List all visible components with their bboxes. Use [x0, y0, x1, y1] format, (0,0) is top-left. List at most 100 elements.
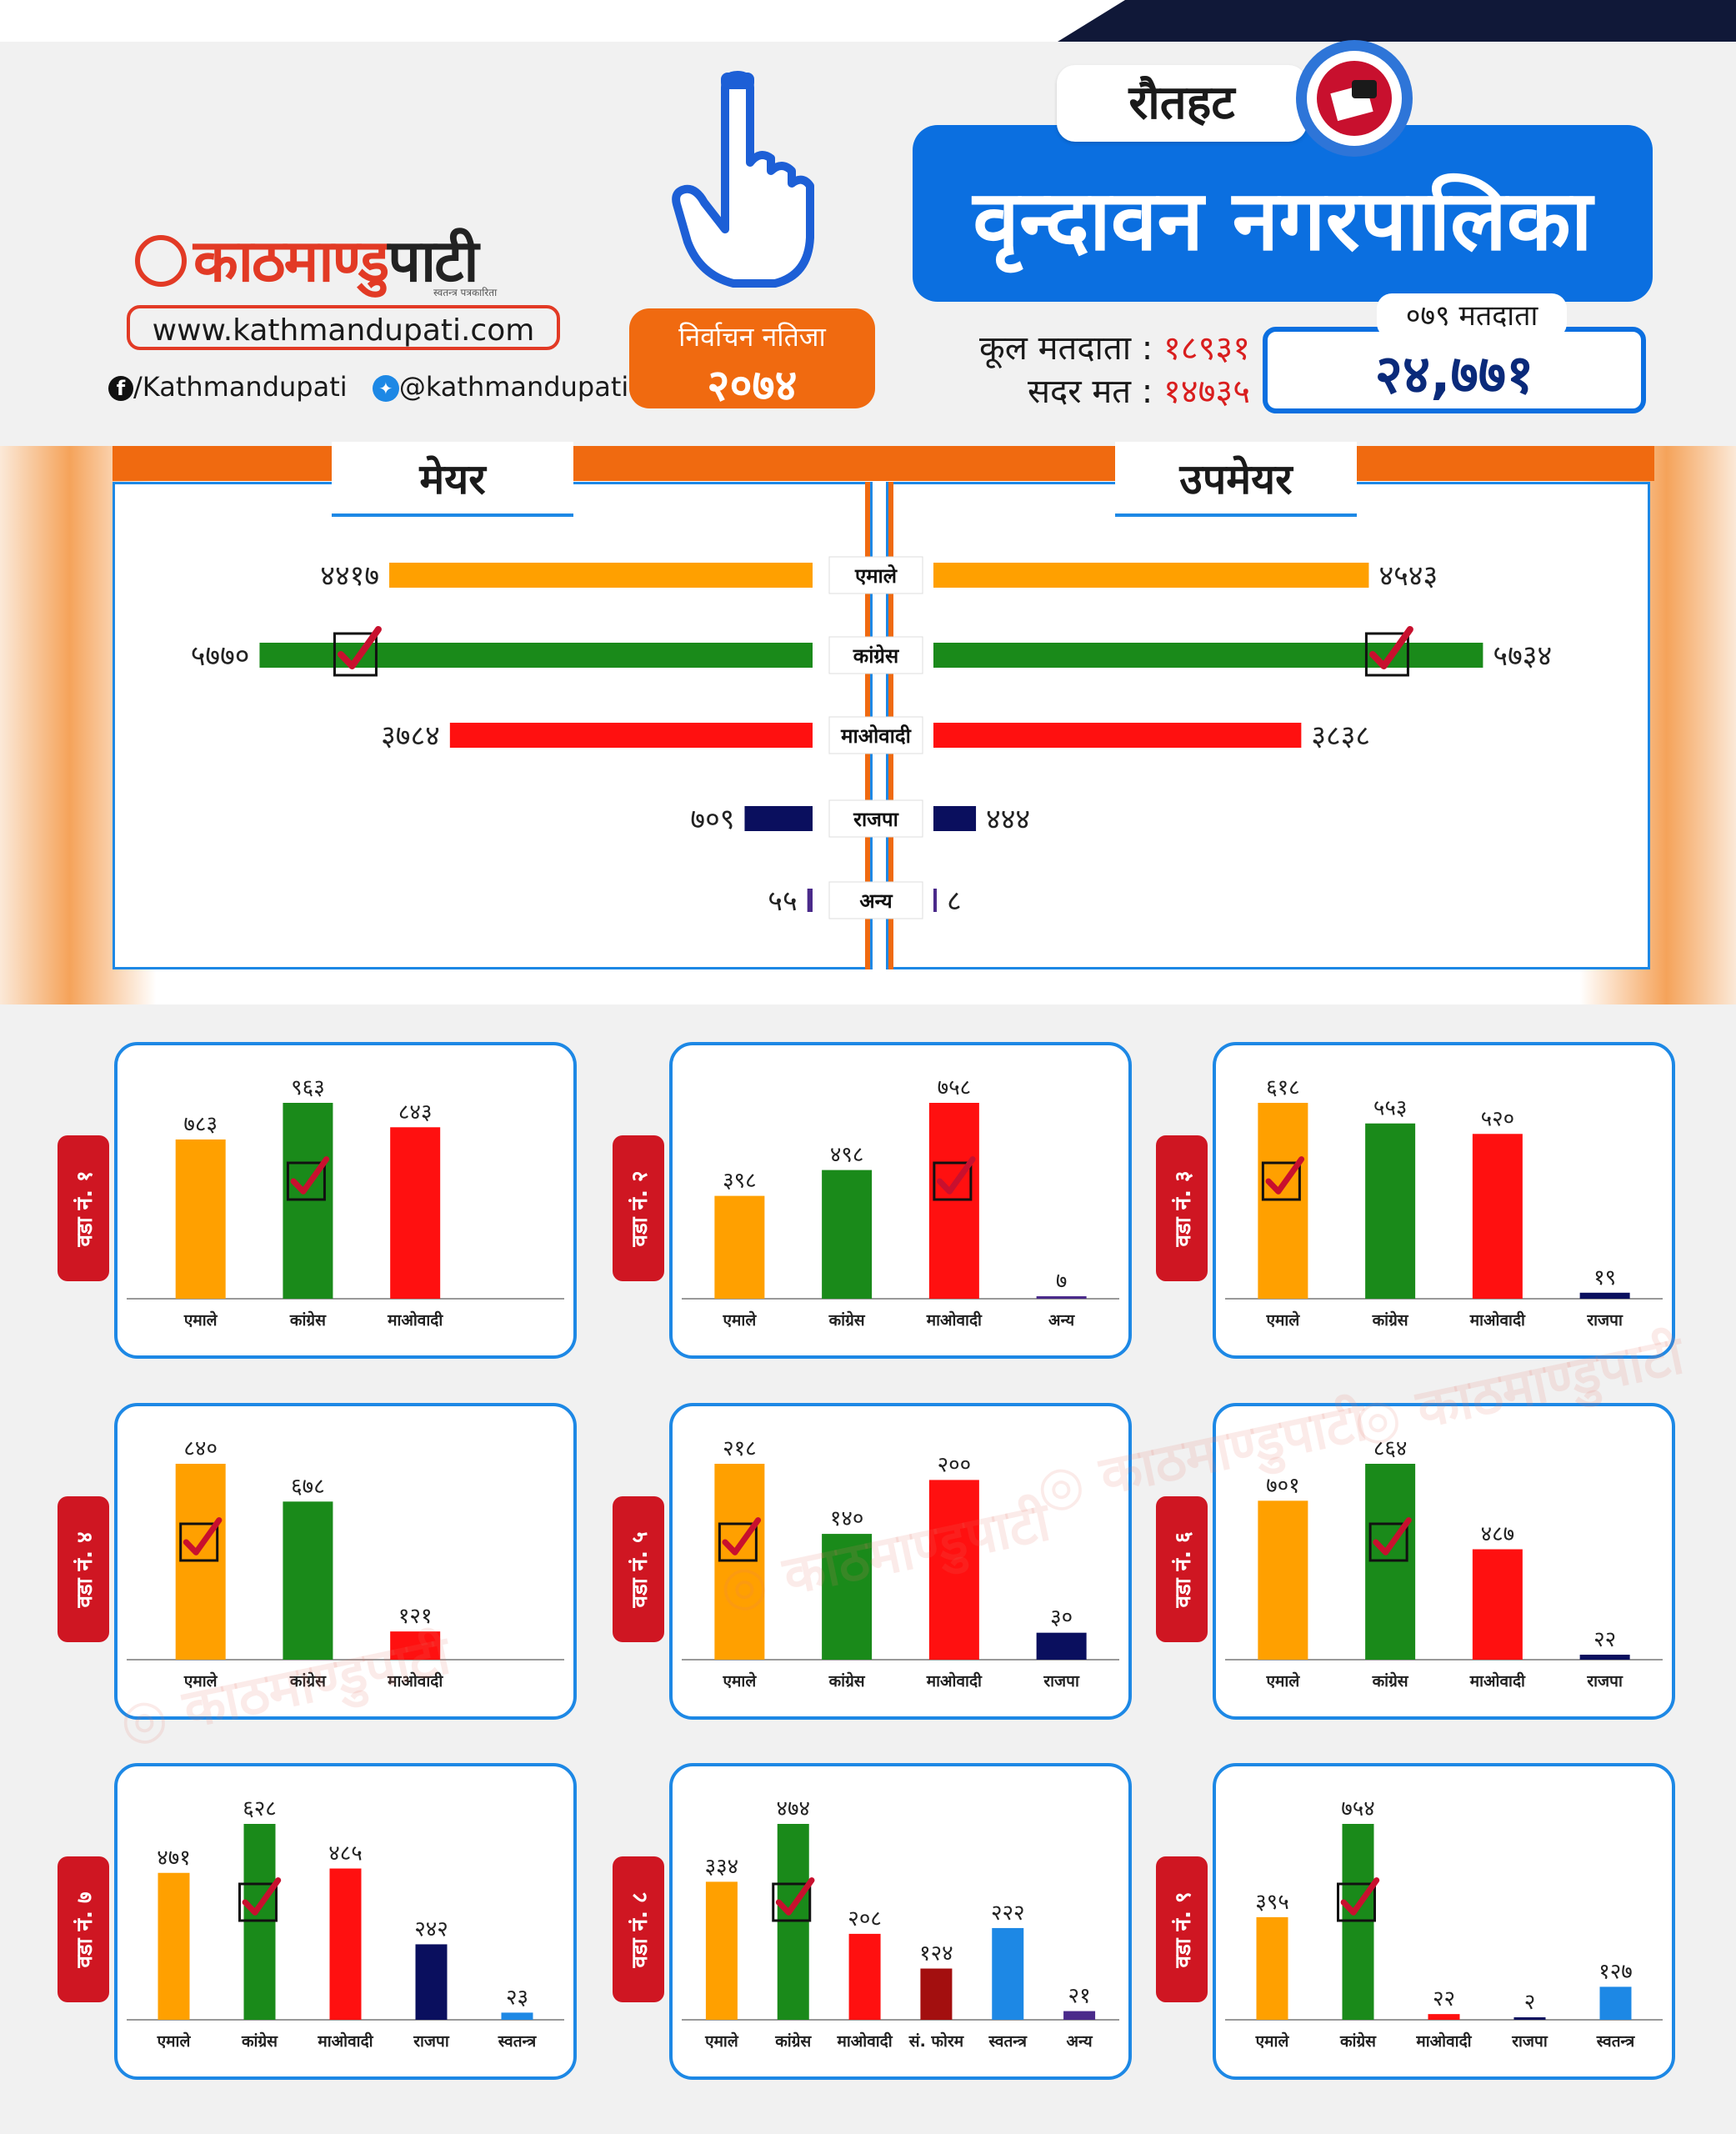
election-result-badge: निर्वाचन नतिजा २०७४ [629, 308, 875, 411]
ward-category-label: राजपा [1511, 2032, 1548, 2051]
district-label: रौतहट [1057, 65, 1307, 142]
party-label: कांग्रेस [853, 644, 899, 668]
ward-winner-check-icon [1368, 1517, 1412, 1562]
ward-bar [1258, 1500, 1308, 1660]
ward-category-label: एमाले [183, 1310, 218, 1330]
ward-number-label: वडा नं. २ [613, 1135, 664, 1281]
ward-bar [1579, 1292, 1630, 1299]
ward-bar-value: ६७८ [291, 1474, 325, 1499]
ward-category-label: एमाले [183, 1671, 218, 1691]
election-label: निर्वाचन नतिजा [678, 321, 826, 353]
ward-winner-check-icon [718, 1517, 762, 1562]
ward-bar-value: ८४० [183, 1436, 218, 1461]
ward-winner-check-icon [1337, 1877, 1380, 1922]
ward-bar-value: ७५८ [938, 1075, 972, 1100]
ward-bar [1579, 1655, 1630, 1660]
ward-bar-value: २३ [506, 1985, 528, 2010]
ward-bar [1513, 2017, 1546, 2020]
ward-number-label: वडा नं. ८ [613, 1856, 664, 2002]
party-label-box [828, 636, 923, 674]
ward-bar-value: २४२ [414, 1916, 448, 1941]
municipality-title: वृन्दावन नगरपालिका [913, 125, 1653, 302]
ward-bar-value: १९ [1593, 1265, 1616, 1290]
ward-bar-chart: ७८३ एमाले ९६३ कांग्रेस ८४३ माओवादी [127, 1075, 564, 1330]
ward-bar-value: २२ [1433, 1986, 1455, 2011]
ward-bar-chart: ४७१ एमाले ६२८ कांग्रेस ४८५ माओवादी २४२ राजपा २३ स… [127, 1796, 564, 2051]
ward-winner-check-icon [286, 1156, 330, 1201]
deputy-mayor-value-label: ३८३८ [1311, 719, 1370, 753]
party-label: राजपा [853, 808, 898, 831]
ward-category-label: माओवादी [836, 2031, 893, 2051]
ward-bar [1472, 1134, 1523, 1299]
deputy-mayor-value-label: ४४४ [986, 803, 1030, 836]
ward-category-label: सं. फोरम [908, 2031, 964, 2051]
ward-category-label: कांग्रेस [1372, 1671, 1409, 1691]
ward-bar-value: ९६३ [291, 1075, 325, 1100]
ward-category-label: राजपा [413, 2032, 450, 2051]
ward-bar [1365, 1123, 1416, 1299]
ward-number-label: वडा नं. ३ [1156, 1135, 1208, 1281]
ward-title: वडा नं. १ [73, 1170, 98, 1247]
ward-category-label: कांग्रेस [1339, 2031, 1377, 2051]
ward-winner-check-icon [933, 1156, 976, 1201]
ward-title: वडा नं. ४ [73, 1531, 98, 1608]
deputy-mayor-heading: उपमेयर [1115, 442, 1357, 517]
ward-bar [714, 1195, 765, 1299]
ward-category-label: एमाले [1266, 1671, 1301, 1691]
ward-title: वडा नं. ६ [1171, 1531, 1196, 1608]
ward-category-label: स्वतन्त्र [1596, 2032, 1636, 2051]
ward-bar-value: ८६४ [1373, 1436, 1408, 1461]
ward-chart-card [114, 1763, 577, 2080]
ward-bar [1036, 1632, 1087, 1660]
party-label-box [828, 716, 923, 754]
ward-bar-value: ४९८ [830, 1143, 864, 1168]
ward-category-label: कांग्रेस [828, 1310, 866, 1330]
twitter-icon: ✦ [372, 375, 399, 402]
ward-category-label: एमाले [1255, 2031, 1290, 2051]
ward-bar [158, 1872, 190, 2020]
ward-bar-value: ७ [1056, 1269, 1068, 1294]
ward-bar [283, 1501, 333, 1660]
mayor-value-label: ५७७० [191, 639, 250, 673]
ward-bar [415, 1944, 448, 2020]
ward-category-label: माओवादी [317, 2031, 373, 2051]
ward-bar [1599, 1986, 1632, 2020]
ward-title: वडा नं. २ [628, 1170, 653, 1247]
election-year: २०७४ [707, 361, 798, 411]
logo-text-dark: पाटी [388, 227, 478, 295]
ward-bar-value: ३९५ [1255, 1890, 1289, 1915]
ward-number-label: वडा नं. ४ [58, 1496, 109, 1642]
deputy-mayor-bar [933, 806, 977, 831]
ward-bar [390, 1631, 441, 1660]
facebook-handle[interactable]: /Kathmandupati [133, 371, 348, 403]
ward-category-label: कांग्रेस [289, 1671, 327, 1691]
ward-bar-chart: २१८ एमाले १४० कांग्रेस २०० माओवादी ३० राजपा [682, 1436, 1119, 1691]
ward-title: वडा नं. ८ [628, 1891, 653, 1968]
party-label: एमाले [854, 564, 898, 588]
ward-bar [175, 1139, 226, 1299]
ward-category-label: एमाले [157, 2031, 192, 2051]
ward-bar [329, 1868, 362, 2020]
ward-bar-value: ६१८ [1266, 1075, 1300, 1100]
mayor-bar [744, 806, 813, 831]
social-links: f/Kathmandupati ✦ @kathmandupati1 [108, 371, 646, 403]
ward-bar [1472, 1549, 1523, 1660]
ward-bar-chart: ३९८ एमाले ४९८ कांग्रेस ७५८ माओवादी ७ अन्य [682, 1075, 1119, 1330]
twitter-handle[interactable]: @kathmandupati1 [398, 371, 646, 403]
ward-category-label: राजपा [1586, 1672, 1623, 1691]
ward-bar-value: ५५३ [1373, 1096, 1408, 1121]
ward-title: वडा नं. ३ [1171, 1170, 1196, 1247]
ward-number-label: वडा नं. ७ [58, 1856, 109, 2002]
party-label-box [828, 881, 923, 919]
ward-winner-check-icon [238, 1877, 282, 1922]
ward-category-label: अन्य [1067, 2032, 1093, 2051]
ward-category-label: माओवादी [1469, 1671, 1526, 1691]
ward-bar-value: ७५४ [1341, 1796, 1375, 1821]
ward-bar-value: ८४३ [398, 1100, 433, 1125]
party-label: अन्य [859, 889, 893, 913]
ward-category-label: माओवादी [387, 1310, 443, 1330]
ward-bar [992, 1927, 1024, 2020]
ward-bar [390, 1127, 441, 1299]
ward-bar-value: ४७४ [776, 1796, 810, 1821]
website-link[interactable]: www.kathmandupati.com [127, 305, 560, 350]
